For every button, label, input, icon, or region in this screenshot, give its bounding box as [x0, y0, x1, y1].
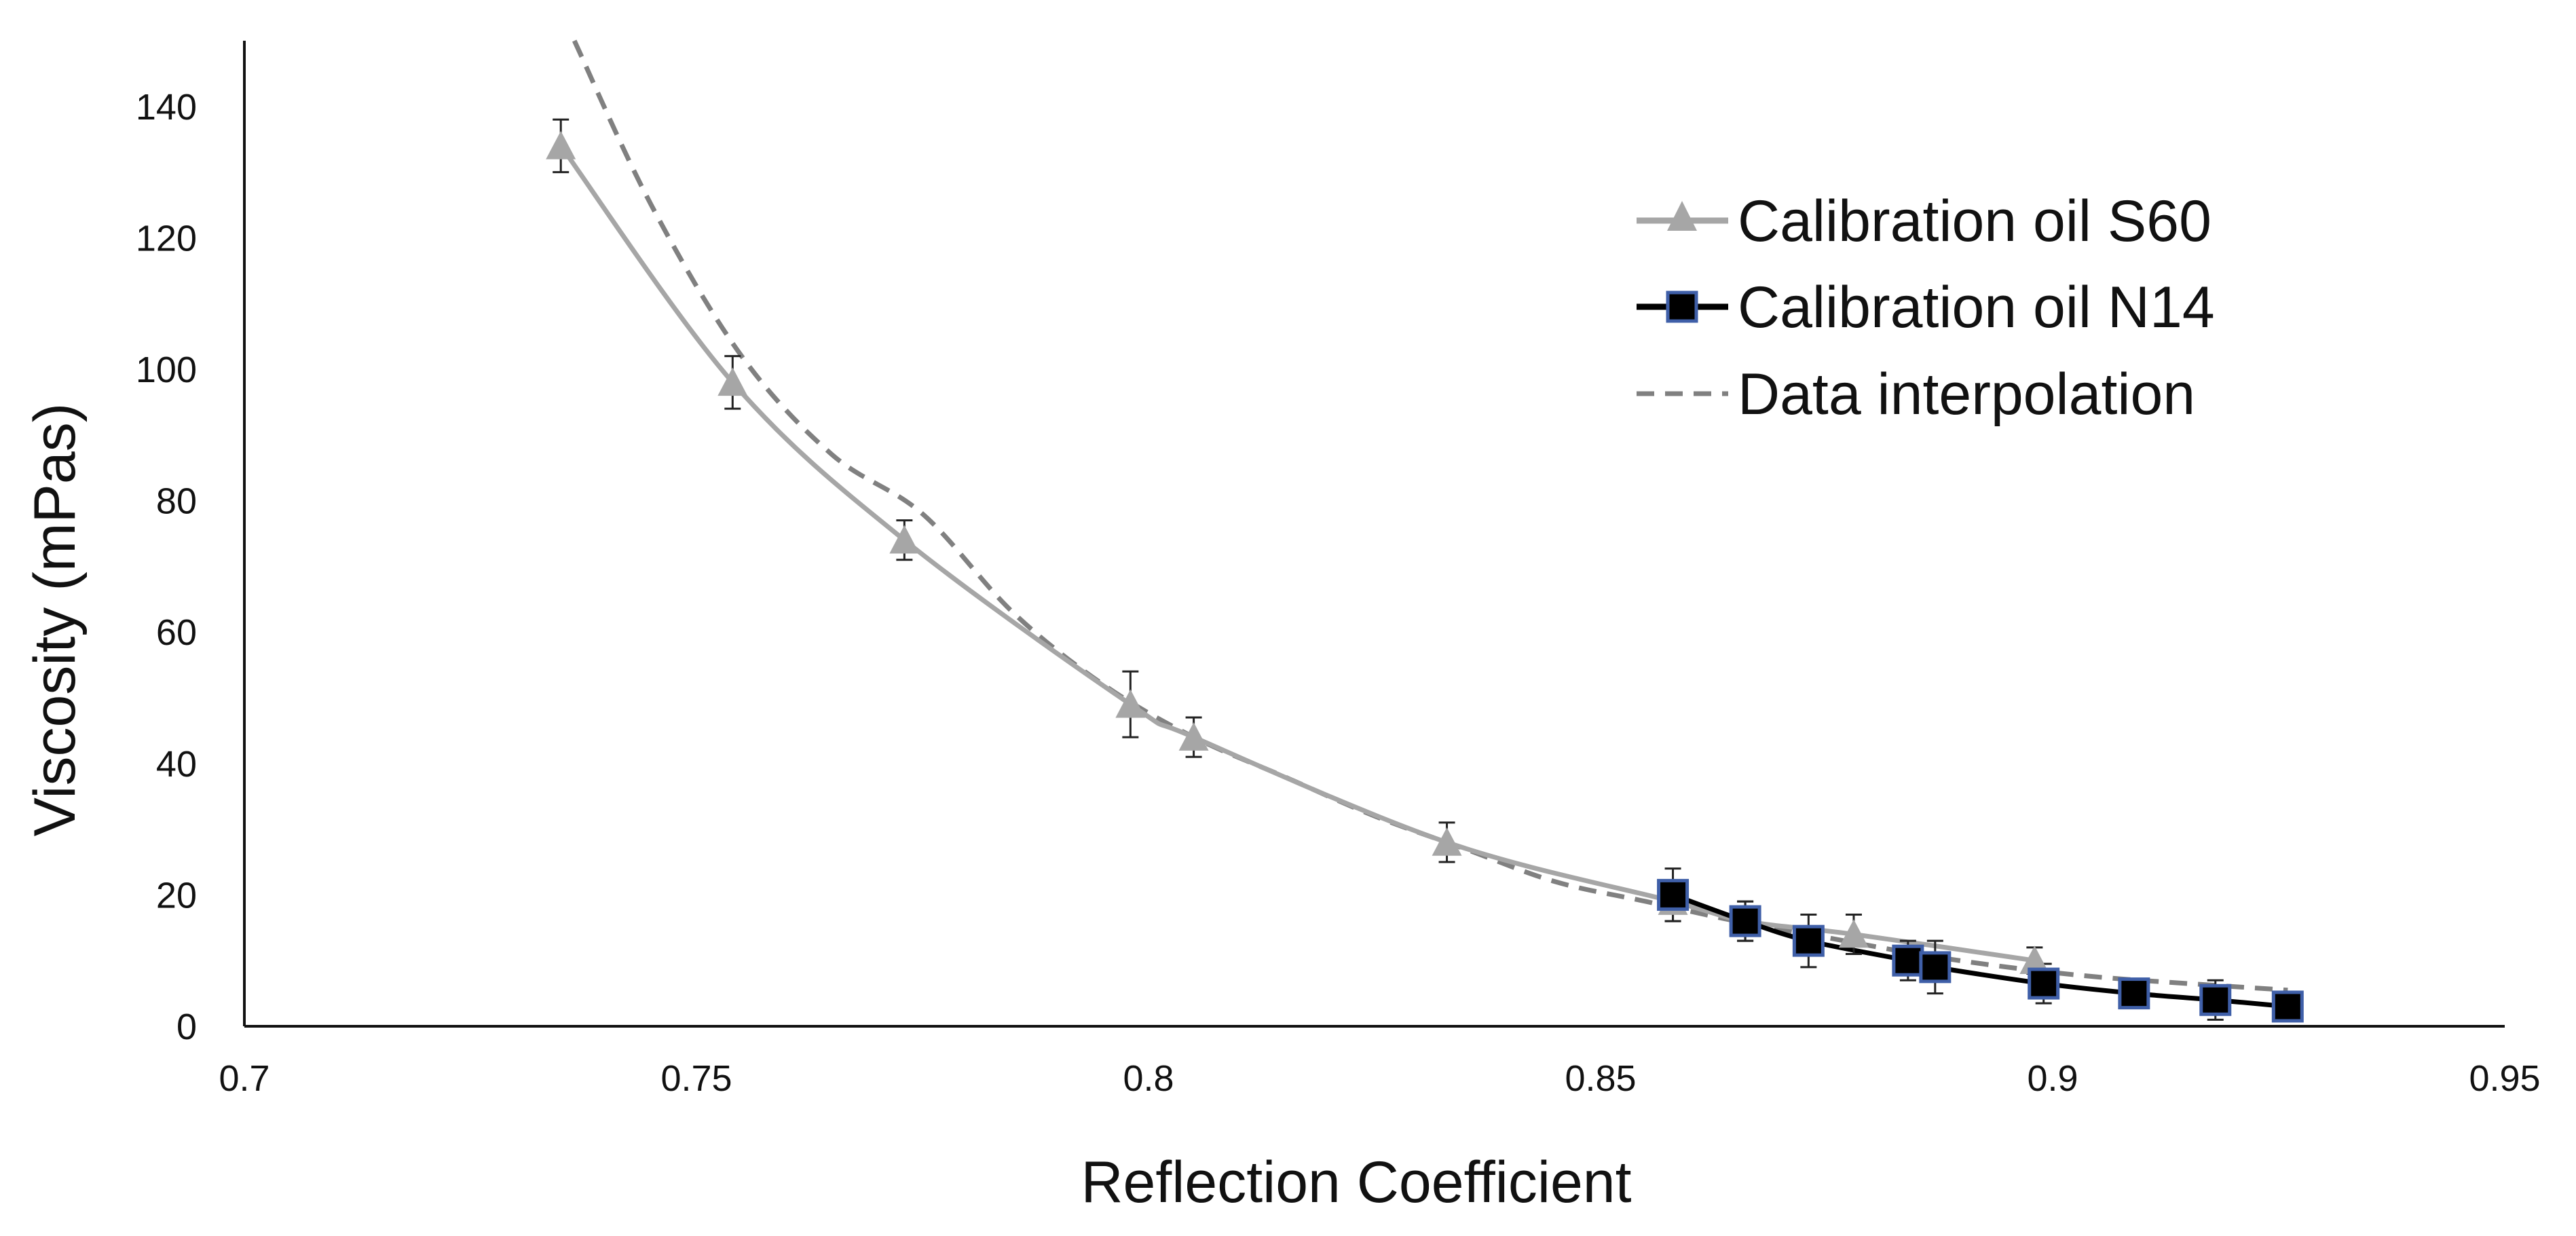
n14-point — [2118, 977, 2150, 1010]
y-tick-label: 40 — [156, 744, 197, 785]
n14-point — [1919, 951, 1952, 984]
s60-point — [1838, 919, 1869, 948]
y-tick-label: 20 — [156, 875, 197, 916]
legend-label-n14: Calibration oil N14 — [1738, 275, 2215, 340]
s60-point — [717, 367, 748, 396]
n14-point — [2271, 990, 2304, 1023]
legend-label-s60: Calibration oil S60 — [1738, 189, 2211, 254]
n14-point — [1729, 905, 1761, 937]
x-tick-label: 0.7 — [219, 1058, 269, 1099]
legend-label-interpolation: Data interpolation — [1738, 362, 2195, 427]
x-tick-label: 0.8 — [1123, 1058, 1174, 1099]
y-tick-label: 80 — [156, 481, 197, 522]
x-tick-label: 0.75 — [660, 1058, 732, 1099]
y-tick-labels: 0 20 40 60 80 100 120 140 — [136, 87, 197, 1047]
s60-point — [1115, 689, 1146, 718]
n14-point — [1892, 944, 1924, 977]
axes — [243, 41, 2505, 1028]
x-tick-label: 0.95 — [2469, 1058, 2540, 1099]
s60-point — [2019, 945, 2050, 974]
s60-point — [889, 525, 920, 554]
x-axis-title: Reflection Coefficient — [1081, 1150, 1631, 1215]
s60-point — [546, 130, 576, 160]
n14-point — [1657, 878, 1690, 911]
x-tick-label: 0.85 — [1565, 1058, 1636, 1099]
legend-marker-s60 — [1667, 201, 1697, 231]
y-tick-label: 120 — [136, 218, 197, 259]
y-tick-label: 0 — [176, 1007, 197, 1047]
plot-area — [546, 39, 2304, 1023]
y-tick-label: 60 — [156, 612, 197, 653]
n14-point — [1792, 924, 1825, 957]
legend: Calibration oil S60 Calibration oil N14 … — [1637, 189, 2215, 427]
legend-item-n14: Calibration oil N14 — [1637, 275, 2215, 340]
s60-line — [559, 144, 2035, 963]
y-axis-title: Viscosity (mPas) — [22, 403, 88, 837]
x-tick-label: 0.9 — [2027, 1058, 2078, 1099]
n14-point — [2028, 967, 2060, 1000]
n14-point — [2199, 984, 2232, 1016]
y-tick-label: 100 — [136, 350, 197, 390]
s60-point — [1178, 722, 1209, 751]
legend-item-s60: Calibration oil S60 — [1637, 189, 2211, 254]
y-tick-label: 140 — [136, 87, 197, 128]
x-tick-labels: 0.7 0.75 0.8 0.85 0.9 0.95 — [219, 1058, 2540, 1099]
interpolation-line — [572, 39, 2288, 993]
s60-point — [1432, 827, 1462, 856]
legend-marker-n14 — [1666, 291, 1698, 323]
legend-item-interpolation: Data interpolation — [1637, 362, 2195, 427]
